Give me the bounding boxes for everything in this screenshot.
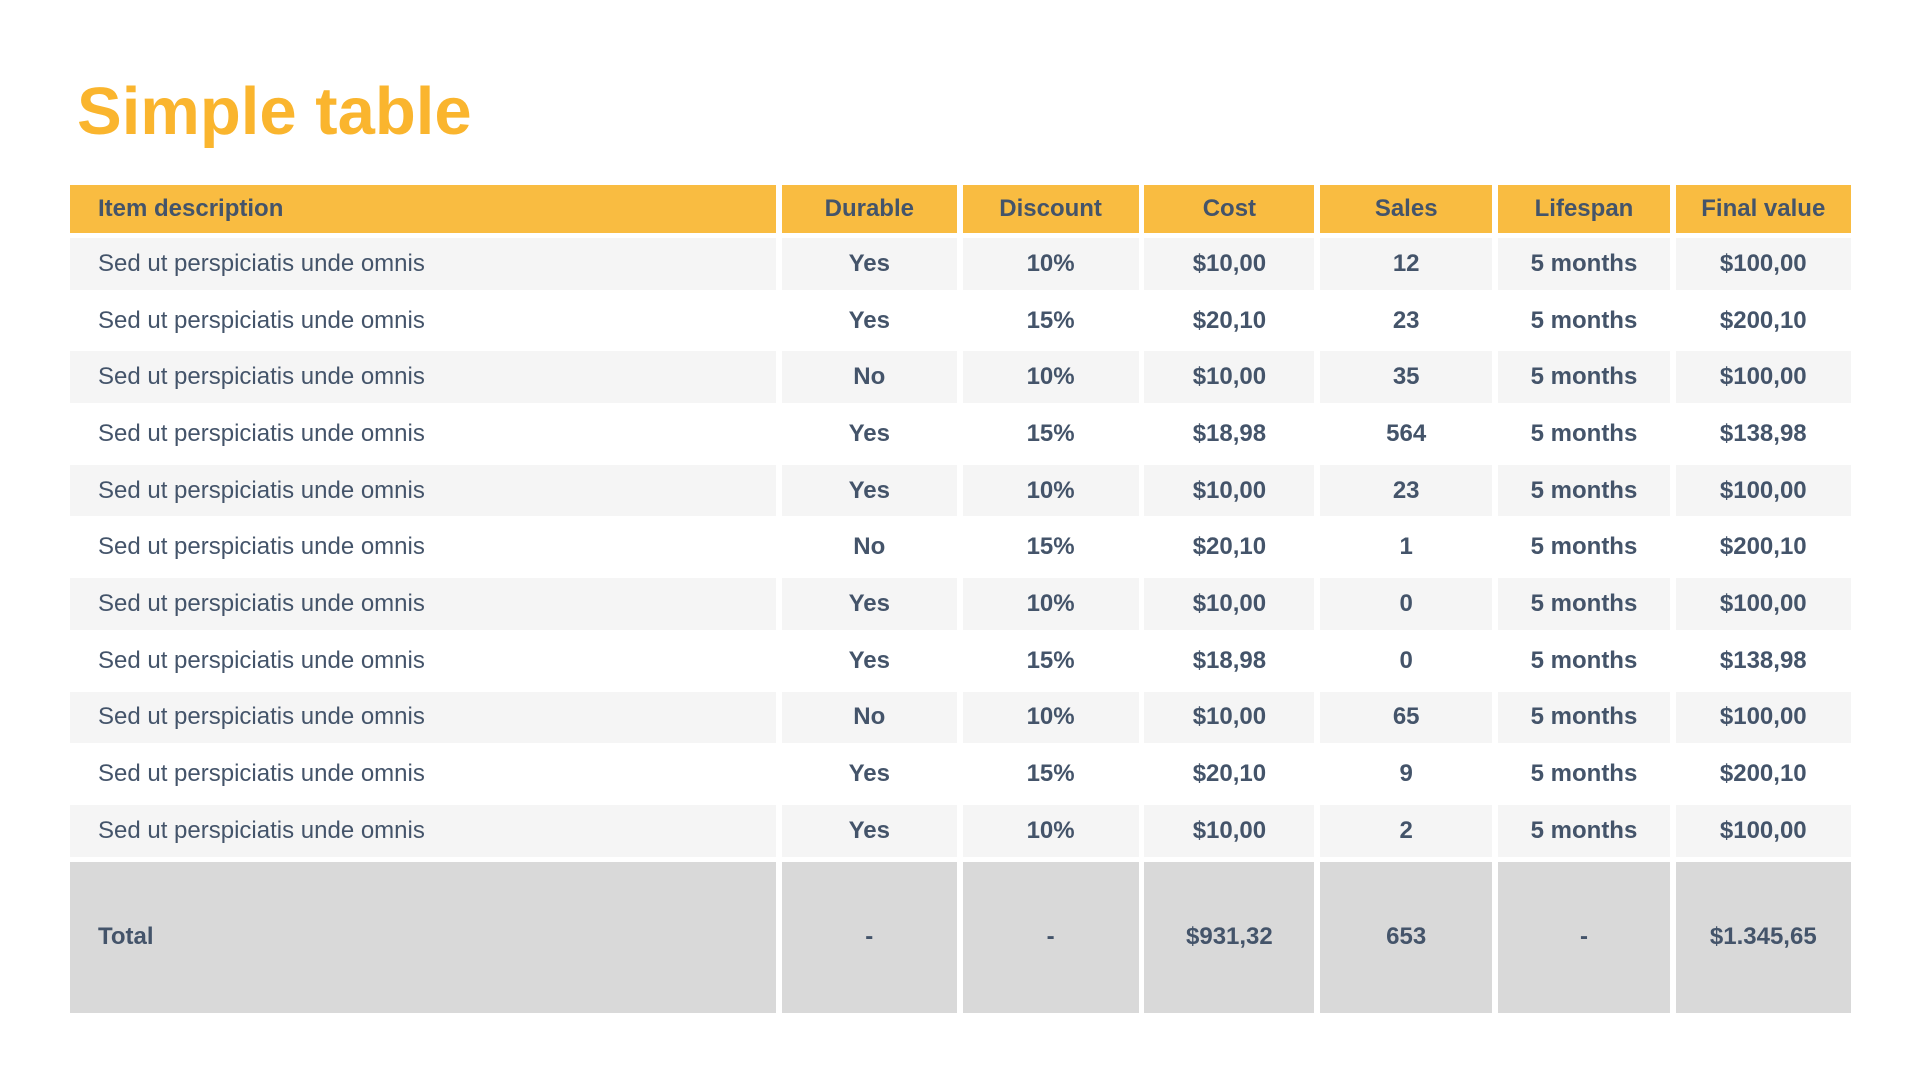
column-header-durable: Durable: [781, 185, 957, 233]
cell-sales: 23: [1392, 306, 1420, 334]
cell-lifespan: 5 months: [1530, 419, 1638, 447]
cell-lifespan: 5 months: [1530, 760, 1638, 788]
column-header-item-description: Item description: [70, 185, 776, 233]
cell-lifespan: 5 months: [1530, 533, 1638, 561]
total-label: Total: [70, 861, 776, 1013]
cell-lifespan: 5 months: [1497, 238, 1670, 290]
cell-item-description: Sed ut perspiciatis unde omnis: [98, 533, 425, 561]
cell-item-description: Sed ut perspiciatis unde omnis: [98, 646, 425, 674]
cell-final-value: $100,00: [1675, 578, 1851, 630]
cell-item-description: Sed ut perspiciatis unde omnis: [70, 804, 776, 857]
cell-lifespan: 5 months: [1497, 691, 1670, 744]
column-header-final-value: Final value: [1675, 185, 1851, 233]
total-lifespan: -: [1497, 861, 1670, 1013]
cell-cost: $10,00: [1144, 351, 1315, 404]
cell-lifespan: 5 months: [1530, 306, 1638, 334]
cell-durable: Yes: [781, 238, 957, 290]
column-header-cost: Cost: [1144, 185, 1315, 233]
cell-item-description: Sed ut perspiciatis unde omnis: [98, 306, 425, 334]
total-final-value: $1.345,65: [1675, 861, 1851, 1013]
cell-durable: Yes: [781, 804, 957, 857]
cell-final-value: $100,00: [1675, 691, 1851, 744]
cell-discount: 10%: [962, 578, 1139, 630]
cell-durable: No: [781, 691, 957, 744]
cell-sales: 0: [1320, 578, 1493, 630]
cell-item-description: Sed ut perspiciatis unde omnis: [70, 578, 776, 630]
cell-sales: 65: [1320, 691, 1493, 744]
cell-sales: 23: [1320, 464, 1493, 517]
cell-item-description: Sed ut perspiciatis unde omnis: [70, 464, 776, 517]
cell-sales: 0: [1399, 646, 1413, 674]
cell-discount: 15%: [1026, 533, 1075, 561]
cell-cost: $18,98: [1192, 646, 1267, 674]
cell-cost: $10,00: [1144, 804, 1315, 857]
cell-lifespan: 5 months: [1497, 351, 1670, 404]
cell-final-value: $100,00: [1675, 804, 1851, 857]
cell-lifespan: 5 months: [1497, 578, 1670, 630]
data-table: Item description Durable Discount Cost S…: [70, 185, 1851, 1013]
cell-cost: $18,98: [1192, 419, 1267, 447]
cell-sales: 9: [1399, 760, 1413, 788]
cell-durable: No: [781, 351, 957, 404]
cell-discount: 15%: [1026, 419, 1075, 447]
total-discount: -: [962, 861, 1139, 1013]
cell-final-value: $100,00: [1675, 238, 1851, 290]
cell-durable: Yes: [848, 646, 890, 674]
cell-cost: $10,00: [1144, 464, 1315, 517]
page-title: Simple table: [77, 74, 472, 149]
cell-sales: 12: [1320, 238, 1493, 290]
column-header-lifespan: Lifespan: [1497, 185, 1670, 233]
cell-durable: No: [853, 533, 886, 561]
cell-cost: $20,10: [1192, 760, 1267, 788]
cell-discount: 10%: [962, 351, 1139, 404]
cell-discount: 15%: [1026, 646, 1075, 674]
cell-item-description: Sed ut perspiciatis unde omnis: [70, 238, 776, 290]
cell-item-description: Sed ut perspiciatis unde omnis: [70, 691, 776, 744]
cell-final-value: $200,10: [1719, 306, 1807, 334]
cell-final-value: $200,10: [1719, 533, 1807, 561]
column-header-discount: Discount: [962, 185, 1139, 233]
cell-cost: $20,10: [1192, 306, 1267, 334]
cell-lifespan: 5 months: [1497, 464, 1670, 517]
cell-durable: Yes: [848, 419, 890, 447]
cell-final-value: $100,00: [1675, 464, 1851, 517]
cell-item-description: Sed ut perspiciatis unde omnis: [70, 351, 776, 404]
cell-cost: $10,00: [1144, 238, 1315, 290]
cell-final-value: $138,98: [1719, 419, 1807, 447]
cell-discount: 10%: [962, 804, 1139, 857]
cell-lifespan: 5 months: [1530, 646, 1638, 674]
cell-item-description: Sed ut perspiciatis unde omnis: [98, 760, 425, 788]
cell-discount: 10%: [962, 691, 1139, 744]
cell-sales: 1: [1399, 533, 1413, 561]
cell-cost: $10,00: [1144, 691, 1315, 744]
cell-discount: 10%: [962, 238, 1139, 290]
cell-sales: 2: [1320, 804, 1493, 857]
cell-final-value: $100,00: [1675, 351, 1851, 404]
cell-discount: 15%: [1026, 760, 1075, 788]
cell-final-value: $138,98: [1719, 646, 1807, 674]
cell-sales: 564: [1386, 419, 1427, 447]
cell-durable: Yes: [848, 306, 890, 334]
cell-lifespan: 5 months: [1497, 804, 1670, 857]
cell-final-value: $200,10: [1719, 760, 1807, 788]
cell-durable: Yes: [781, 464, 957, 517]
cell-discount: 15%: [1026, 306, 1075, 334]
cell-cost: $10,00: [1144, 578, 1315, 630]
total-sales: 653: [1320, 861, 1493, 1013]
cell-durable: Yes: [848, 760, 890, 788]
cell-cost: $20,10: [1192, 533, 1267, 561]
cell-sales: 35: [1320, 351, 1493, 404]
cell-discount: 10%: [962, 464, 1139, 517]
total-durable: -: [781, 861, 957, 1013]
column-header-sales: Sales: [1320, 185, 1493, 233]
cell-item-description: Sed ut perspiciatis unde omnis: [98, 419, 425, 447]
cell-durable: Yes: [781, 578, 957, 630]
total-cost: $931,32: [1144, 861, 1315, 1013]
